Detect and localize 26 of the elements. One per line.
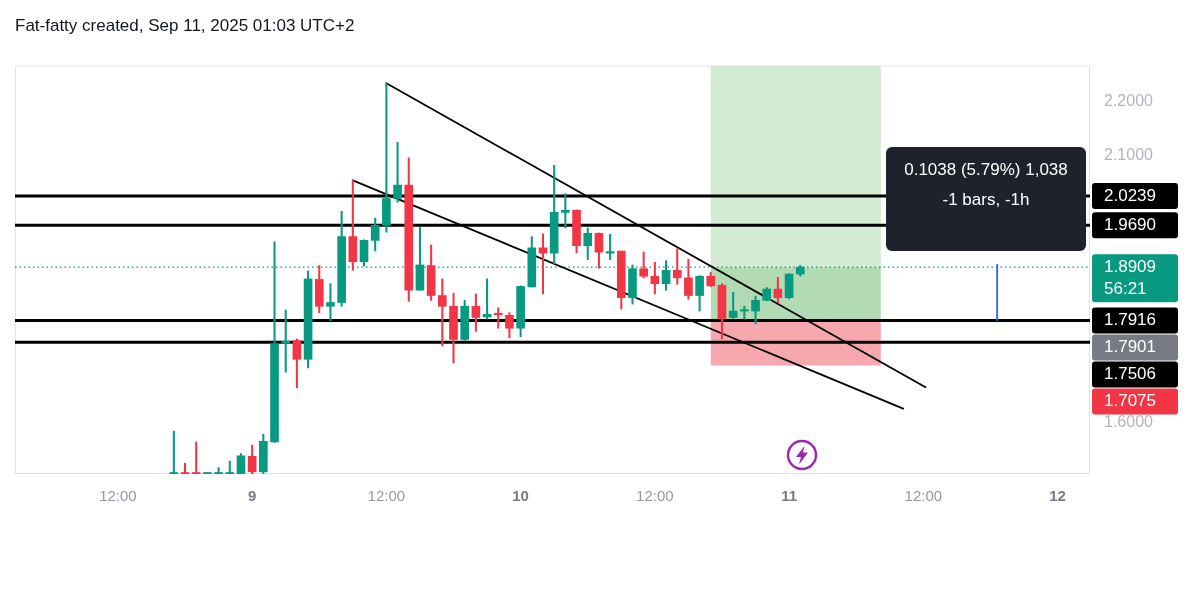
y-tick-label: 2.1000 (1104, 145, 1154, 163)
annotation: -1 bars, -1h (942, 189, 1030, 209)
annotation: 0.1038 (5.79%) 1,038 (904, 159, 1068, 179)
tooltip-box: 0.1038 (5.79%) 1,038 -1 bars, -1h (886, 146, 1086, 251)
ref-line-label: 2.0239 (1104, 185, 1156, 205)
ref-line-label: 1.9690 (1104, 215, 1156, 234)
candlestick (169, 430, 179, 474)
x-tick-label: 12 (1049, 487, 1066, 505)
x-tick-label: 12:00 (99, 487, 137, 505)
y-tick-label: 2.2000 (1104, 91, 1154, 109)
chart-title: Fat-fatty created, Sep 11, 2025 01:03 UTC+2 (15, 16, 355, 36)
x-tick-label: 12:00 (367, 487, 406, 505)
text: 1.7901 (1104, 337, 1156, 357)
ref-line-label: 1.7506 (1104, 364, 1156, 384)
text: 56:21 (1104, 278, 1147, 298)
candlestick (191, 441, 201, 474)
y-tick-label: 1.6000 (1104, 413, 1154, 431)
ref-line-label: 1.8909 (1104, 256, 1156, 276)
x-tick-label: 12:00 (904, 487, 943, 505)
ref-line-label: 1.7916 (1104, 310, 1156, 330)
x-tick-label: 11 (781, 487, 798, 505)
text: 1.7075 (1104, 391, 1156, 411)
x-tick-label: 9 (247, 487, 257, 505)
x-tick-label: 10 (512, 487, 529, 505)
x-tick-label: 12:00 (636, 487, 674, 505)
candlestick (281, 309, 291, 373)
